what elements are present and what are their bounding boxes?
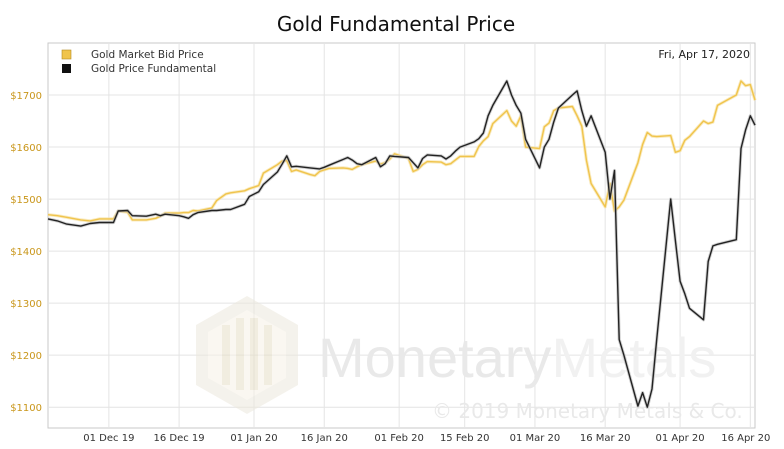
legend-swatch-bid [61, 49, 72, 60]
plot-area [47, 42, 756, 429]
x-tick-label: 01 Feb 20 [374, 433, 424, 444]
monetary-metals-logo-icon [196, 296, 298, 414]
watermark-brand-b: Metals [551, 326, 716, 389]
x-axis-ticks: 01 Dec 19 16 Dec 19 01 Jan 20 16 Jan 20 01 F… [83, 433, 770, 444]
y-tick-label: $1100 [10, 403, 42, 414]
chart-title: Gold Fundamental Price [277, 12, 515, 36]
x-tick-label: 01 Jan 20 [230, 433, 277, 444]
watermark-copyright: © 2019 Monetary Metals & Co. [432, 399, 743, 423]
x-tick-label: 16 Jan 20 [301, 433, 348, 444]
x-tick-label: 16 Mar 20 [580, 433, 631, 444]
y-axis-ticks: $1100 $1200 $1300 $1400 $1500 $1600 $1700 [10, 91, 42, 414]
y-tick-label: $1700 [10, 91, 42, 102]
y-tick-label: $1400 [10, 247, 42, 258]
watermark-brand-a: Monetary [318, 326, 551, 389]
watermark: MonetaryMetals © 2019 Monetary Metals & … [196, 296, 743, 423]
y-tick-label: $1200 [10, 351, 42, 362]
x-tick-label: 01 Apr 20 [656, 433, 705, 444]
series-line-fundamental [47, 80, 756, 408]
y-tick-label: $1600 [10, 143, 42, 154]
watermark-brand: MonetaryMetals [318, 326, 716, 389]
x-tick-label: 16 Apr 20 [721, 433, 770, 444]
legend-label-bid: Gold Market Bid Price [91, 49, 204, 61]
legend-label-fundamental: Gold Price Fundamental [91, 63, 216, 75]
y-tick-label: $1500 [10, 195, 42, 206]
x-tick-label: 15 Feb 20 [440, 433, 490, 444]
y-tick-label: $1300 [10, 299, 42, 310]
series-layer [47, 79, 757, 409]
legend: Gold Market Bid Price Gold Price Fundame… [61, 49, 216, 75]
current-date-label: Fri, Apr 17, 2020 [658, 48, 750, 61]
series-line-market-bid [47, 80, 756, 222]
legend-swatch-fundamental [62, 64, 71, 73]
x-tick-label: 01 Dec 19 [83, 433, 134, 444]
x-tick-label: 01 Mar 20 [510, 433, 561, 444]
x-tick-label: 16 Dec 19 [154, 433, 205, 444]
